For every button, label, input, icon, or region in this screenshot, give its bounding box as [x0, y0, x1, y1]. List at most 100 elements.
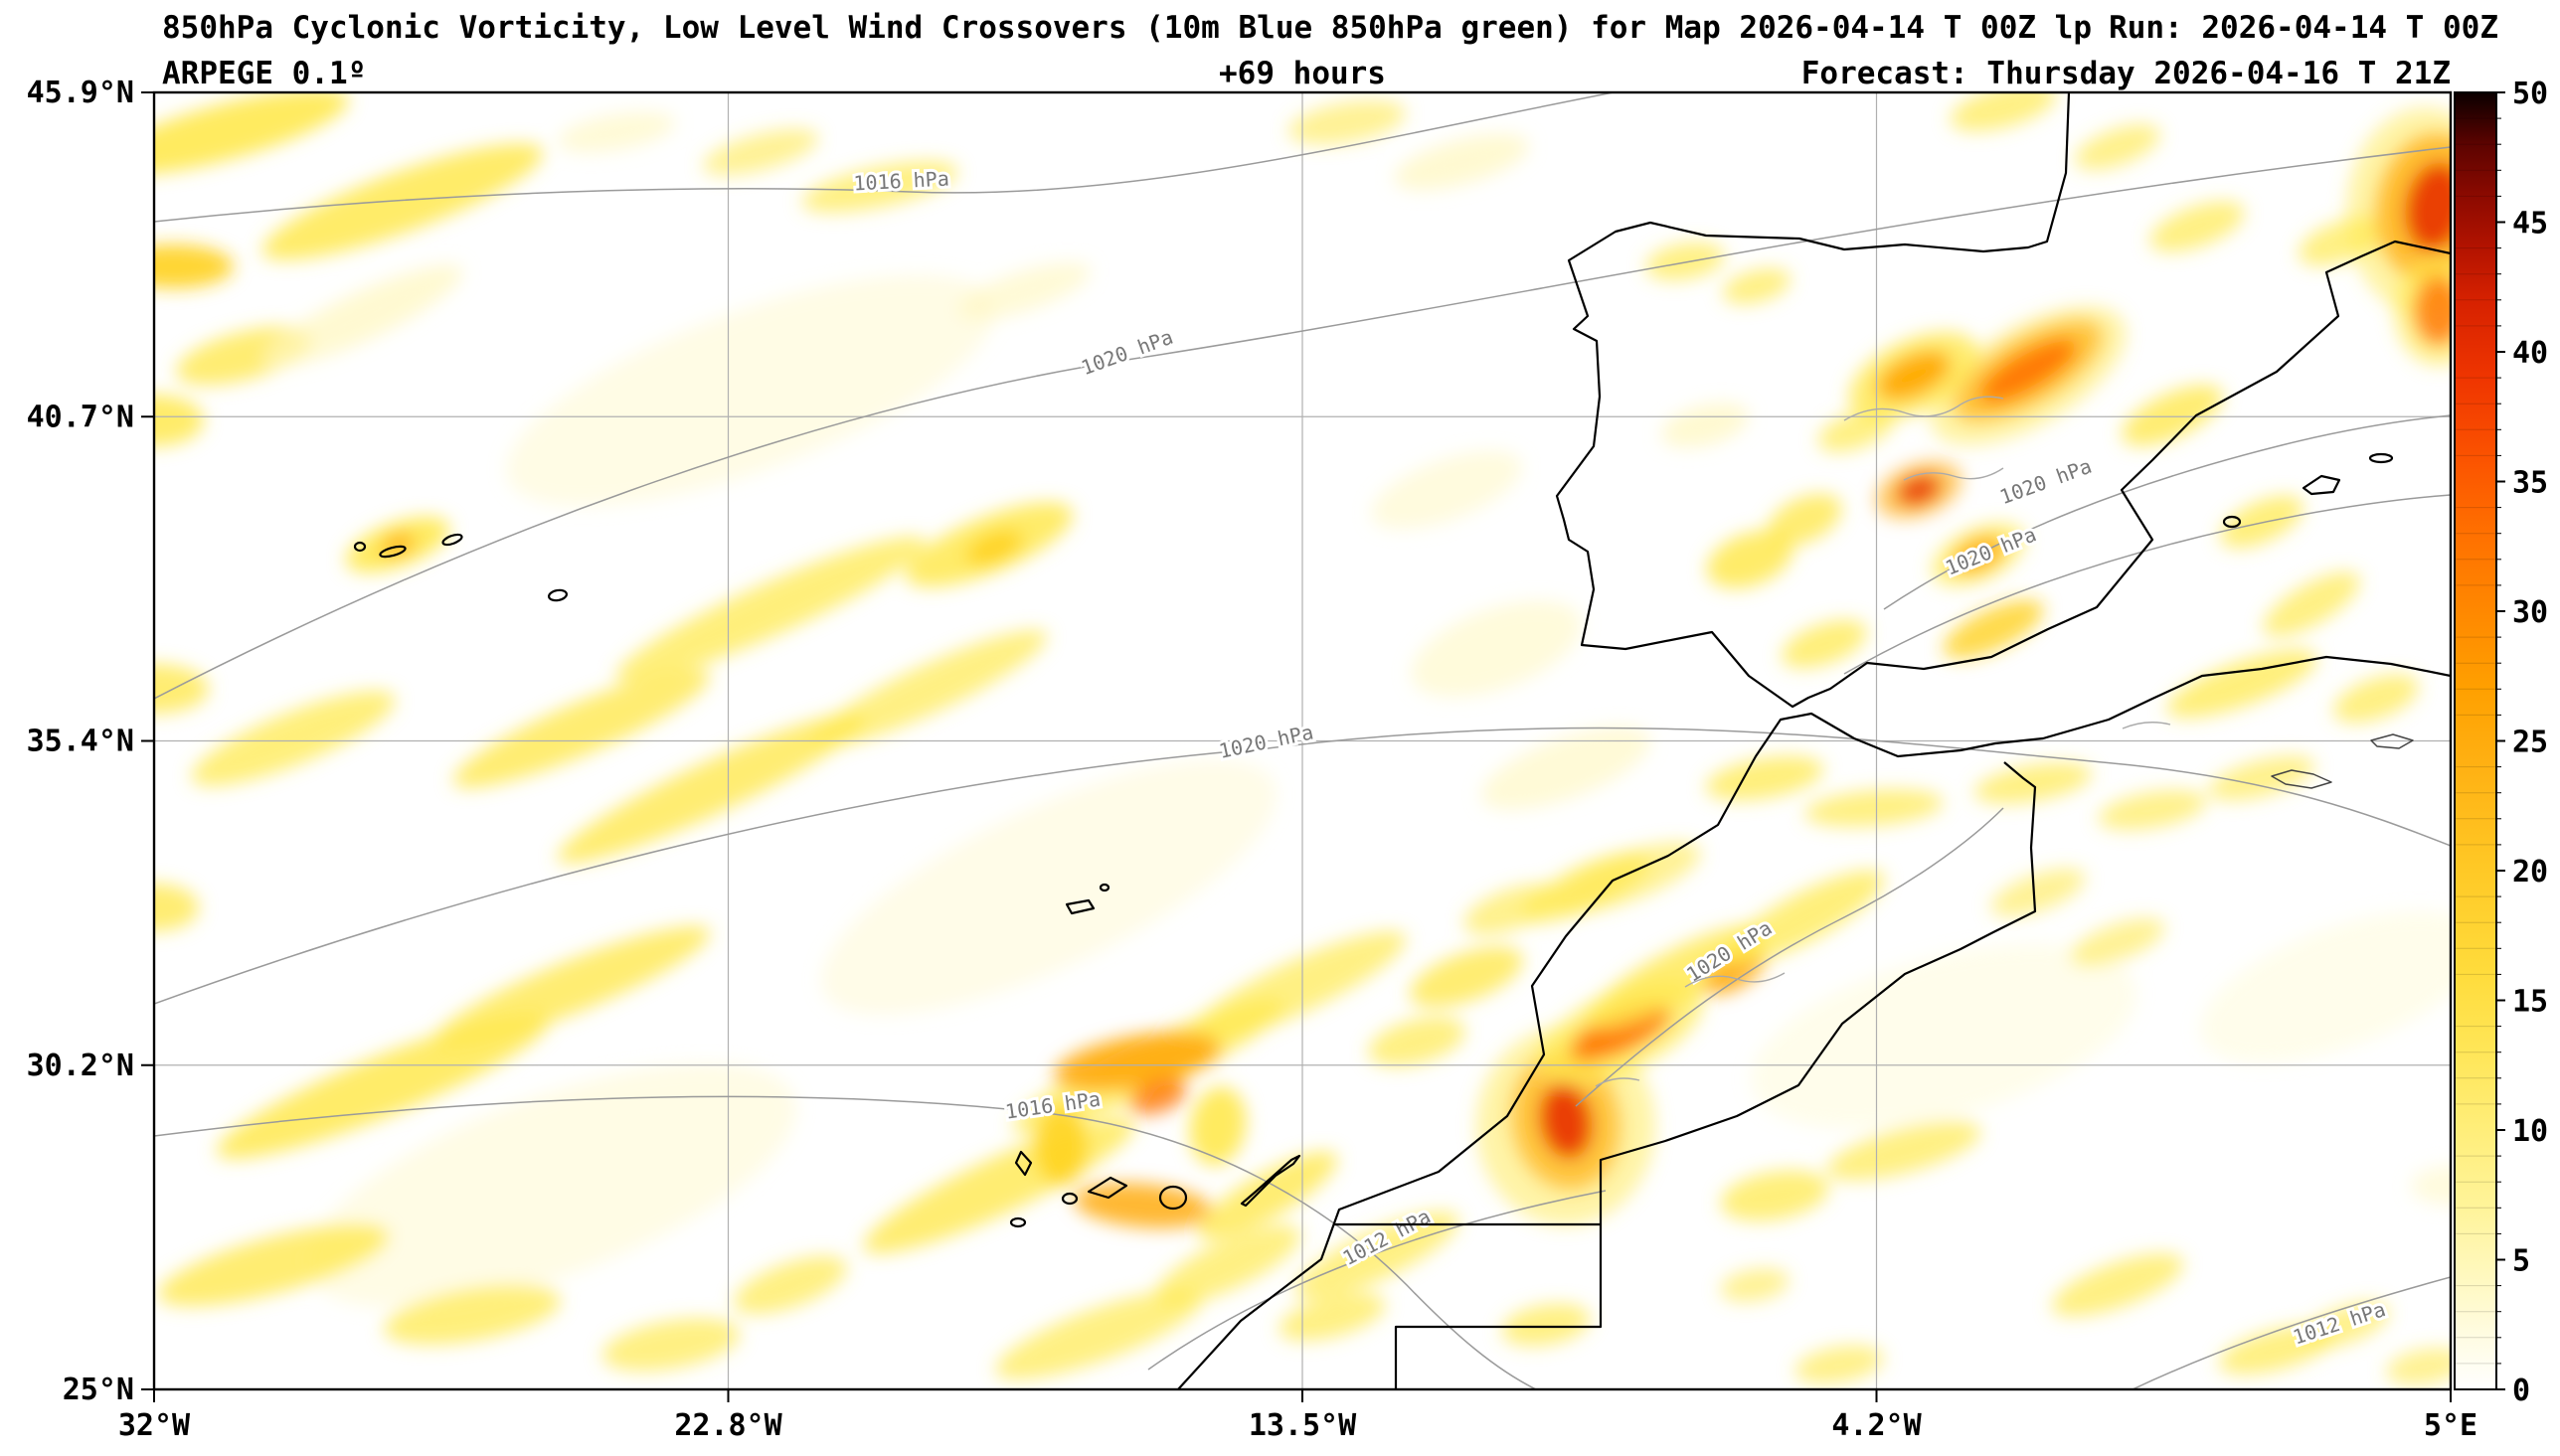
- vorticity-blob: [1480, 727, 1651, 810]
- isobar-line: [154, 146, 2451, 700]
- x-tick-label: 13.5°W: [1249, 1408, 1357, 1443]
- vorticity-blob: [601, 1318, 741, 1372]
- vorticity-blob: [615, 536, 926, 683]
- vorticity-blob: [1876, 351, 1952, 401]
- colorbar-gradient: [2454, 91, 2497, 1390]
- vorticity-blob: [384, 1285, 561, 1345]
- vorticity-blob: [2149, 201, 2245, 252]
- island-mallorca: [2302, 474, 2341, 496]
- vorticity-blob: [957, 262, 1091, 320]
- isobar-label: 1020 hPa: [1996, 454, 2095, 509]
- border-mauritania-steps: [1394, 1224, 1603, 1389]
- terrain-squiggle: [1843, 396, 2004, 421]
- vorticity-blob: [702, 128, 819, 176]
- vorticity-blob: [1720, 1170, 1829, 1221]
- island-azores-1: [441, 533, 463, 547]
- vorticity-blob: [1943, 599, 2044, 659]
- vorticity-blob: [1724, 870, 1885, 965]
- vorticity-blob: [2051, 1253, 2184, 1317]
- x-tick-label: 5°E: [2424, 1408, 2477, 1443]
- vorticity-blob: [557, 713, 865, 864]
- isobar-line: [1147, 1190, 1607, 1371]
- isobar-line: [2132, 1276, 2451, 1389]
- vorticity-blob: [1279, 1293, 1386, 1341]
- terrain-squiggle: [2122, 722, 2171, 729]
- vorticity-blob: [1287, 99, 1407, 145]
- island-azores-4: [547, 588, 569, 602]
- axis-ticks: 32°W 22.8°W 13.5°W 4.2°W 5°E 45.9°N 40.7°N 35.4…: [27, 76, 2477, 1443]
- colorbar-tick-label: 50: [2512, 77, 2548, 111]
- island-ibiza: [2222, 515, 2242, 529]
- vorticity-blob: [1979, 339, 2077, 403]
- vorticity-blob: [2208, 755, 2315, 801]
- x-tick-label: 32°W: [118, 1408, 191, 1443]
- vorticity-blob: [820, 759, 1278, 1016]
- vorticity-blob: [1826, 1121, 1981, 1181]
- vorticity-blob: [1973, 762, 2093, 804]
- island-la-palma: [1014, 1150, 1033, 1177]
- isobar-line: [1843, 494, 2451, 675]
- isobar-line: [154, 1095, 1537, 1389]
- model-label: ARPEGE 0.1º: [162, 56, 367, 91]
- vorticity-blob: [306, 1063, 797, 1308]
- vorticity-blob: [1054, 1032, 1221, 1091]
- border-morocco-algeria: [1599, 761, 2037, 1224]
- y-tick-label: 30.2°N: [27, 1049, 134, 1083]
- vorticity-blob: [1705, 755, 1824, 801]
- isobar-label: 1016 hPa: [853, 167, 949, 196]
- colorbar-tick-label: 45: [2512, 207, 2548, 242]
- colorbar-tick-label: 20: [2512, 855, 2548, 890]
- vorticity-shading-layer: [154, 92, 2451, 1386]
- x-tick-label: 4.2°W: [1831, 1408, 1922, 1443]
- vorticity-blob: [1371, 450, 1522, 530]
- vorticity-blob: [1410, 946, 1523, 1008]
- vorticity-blob: [1794, 1345, 1884, 1384]
- vorticity-blob: [1817, 408, 1895, 452]
- y-tick-label: 45.9°N: [27, 76, 134, 110]
- vorticity-blob: [1782, 619, 1867, 669]
- y-tick-label: 25°N: [63, 1373, 134, 1407]
- vorticity-blob: [1750, 943, 2137, 1130]
- vorticity-blob: [1463, 884, 1559, 935]
- island-lanzarote-fuerteventura: [1240, 1154, 1301, 1208]
- isobar-line: [154, 727, 2451, 1005]
- vorticity-blob: [2405, 162, 2451, 251]
- isobar-label: 1020 hPa: [1217, 720, 1315, 763]
- vorticity-blob: [2333, 674, 2419, 724]
- vorticity-blob: [1950, 92, 2057, 131]
- island-azores-3: [353, 541, 367, 553]
- vorticity-blob: [191, 691, 396, 786]
- vorticity-blob: [1804, 789, 1944, 827]
- vorticity-blob: [1550, 842, 1701, 913]
- vorticity-blob: [965, 530, 1023, 566]
- run-timestamp-label: Run: 2026-04-14 T 00Z: [2109, 10, 2498, 46]
- colorbar-tick-label: 5: [2512, 1244, 2530, 1279]
- vorticity-blob: [801, 161, 958, 213]
- y-tick-label: 35.4°N: [27, 725, 134, 759]
- isobar-line: [1575, 807, 2004, 1107]
- colorbar-tick-label: 0: [2512, 1374, 2530, 1408]
- vorticity-blob: [1706, 531, 1793, 588]
- vorticity-blob: [2386, 1347, 2451, 1386]
- chott-outline-1: [2271, 769, 2332, 789]
- island-el-hierro: [1009, 1216, 1027, 1228]
- lead-time-label: +69 hours: [1219, 56, 1386, 91]
- vorticity-blob: [154, 664, 209, 714]
- colorbar: 0 5 10 15 20 25 30 35 40 45 50: [2454, 77, 2548, 1408]
- forecast-valid-label: Forecast: Thursday 2026-04-16 T 21Z: [1800, 56, 2451, 91]
- coastline-iberia-france: [1555, 92, 2451, 709]
- vorticity-blob: [1368, 1017, 1465, 1066]
- vorticity-blob: [1767, 493, 1842, 547]
- island-gran-canaria: [1158, 1185, 1188, 1211]
- vorticity-blob: [262, 264, 463, 368]
- chart-title: 850hPa Cyclonic Vorticity, Low Level Win…: [162, 10, 2093, 46]
- vorticity-blob: [380, 533, 416, 557]
- vorticity-blob: [1035, 1106, 1087, 1186]
- vorticity-blob: [452, 669, 711, 788]
- colorbar-tick-label: 30: [2512, 595, 2548, 630]
- island-menorca: [2368, 452, 2394, 464]
- x-tick-label: 22.8°W: [674, 1408, 782, 1443]
